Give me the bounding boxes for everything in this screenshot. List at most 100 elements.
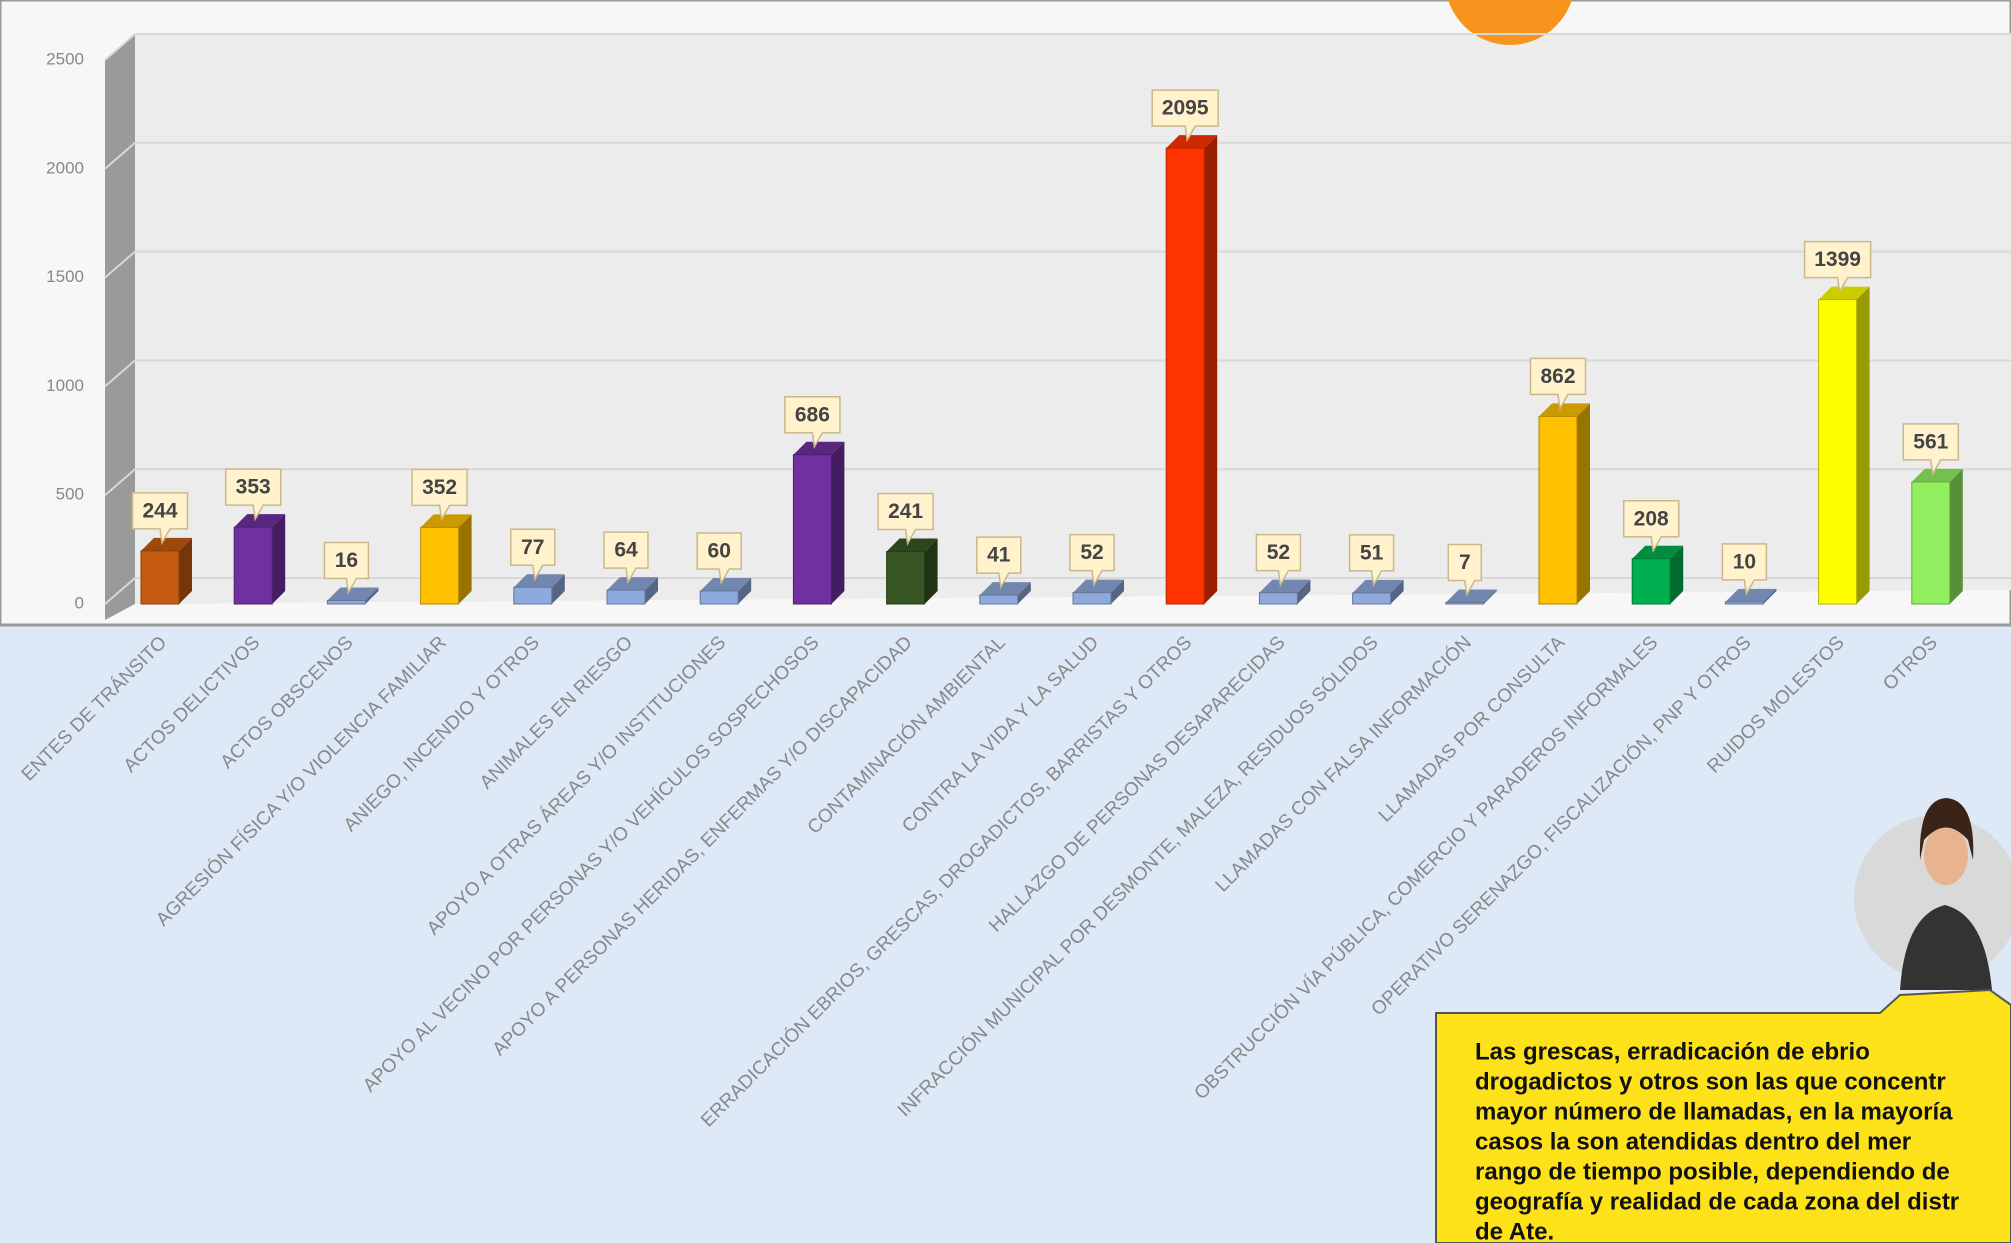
avatar-hair [1919,798,1974,860]
bar-top [1911,468,1963,482]
avatar-body [1900,905,1992,990]
note-line: rango de tiempo posible, dependiendo de [1475,1158,1950,1185]
bar-top [1259,579,1311,593]
bar-side [1297,579,1311,604]
value-label: 244 [142,499,177,522]
value-label-box [1348,534,1395,588]
bar-top [234,514,286,528]
bar [513,586,553,605]
x-tick-label: APOYO AL VECINO POR PERSONAS Y/O VEHÍCUL… [359,632,823,1096]
value-label: 10 [1733,550,1756,573]
bar-side [458,514,472,604]
note-box [1435,988,2011,1243]
x-tick-label: LLAMADAS POR CONSULTA [1375,632,1570,827]
bar-group [1631,545,1684,605]
grid-line [104,141,2011,170]
bar-side [831,441,845,604]
grid-line [104,359,2011,388]
value-label: 41 [987,544,1011,567]
bar-group [1911,468,1963,605]
avatar-face [1924,825,1968,885]
value-label: 52 [1080,541,1103,564]
bar-side [924,538,938,604]
bar-top [886,538,938,552]
value-label-box [1622,499,1680,554]
bar [606,589,646,605]
value-label: 561 [1913,430,1948,453]
bar-side [1111,579,1124,604]
bar-group [1445,589,1497,605]
y-tick-label: 0 [75,593,84,612]
bar [1538,415,1578,605]
bar [1352,592,1392,605]
value-label-box [1803,240,1872,294]
bar-side [1856,286,1870,604]
value-label-box [1721,543,1768,597]
y-tick-label: 1500 [46,267,84,286]
grid-line [104,577,2011,605]
bar [233,526,273,605]
value-label-box [1255,533,1302,587]
value-label: 2095 [1162,97,1209,120]
bar-group [699,577,752,605]
bar-group [1538,403,1590,605]
bar-top [793,441,845,455]
note-text: Las grescas, erradicación de ebrio drogad… [1475,1038,1959,1243]
bar-side [738,577,752,604]
bar [886,551,926,605]
bar [1818,299,1858,605]
value-label: 686 [795,403,830,426]
bar-side [179,537,192,604]
value-label-box [976,536,1022,590]
bar [1631,558,1671,605]
bar-group [326,587,379,605]
bar-top [607,577,658,591]
value-label: 52 [1267,541,1290,564]
bar-group [1165,135,1218,605]
value-label-box [603,531,649,585]
value-label: 862 [1540,365,1575,388]
bar-side [1204,135,1218,605]
x-tick-label: APOYO A PERSONAS HERIDAS, ENFERMAS Y/O D… [489,632,917,1060]
bar-side [365,587,379,604]
value-label-box [877,492,934,546]
bar [1072,592,1112,605]
value-label: 208 [1634,507,1669,530]
x-tick-label: CONTAMINACIÓN AMBIENTAL [803,632,1010,839]
bar-side [1763,588,1777,604]
grid-line [104,33,2011,61]
bar-side [1017,582,1031,604]
bar-side [1577,403,1590,604]
bar-top [1073,579,1124,593]
bar [1911,481,1951,605]
value-label-box [323,541,370,595]
grid-line [104,250,2011,279]
bar-group [1818,286,1870,605]
value-label-box [224,468,282,522]
bar-group [233,514,286,605]
bar [699,590,739,605]
bar-side [272,514,286,604]
bar [140,550,180,605]
y-tick-label: 500 [56,485,84,504]
side-wall [105,34,135,620]
bar-top [979,582,1031,596]
value-label-box [1902,423,1960,477]
bar-group [1258,579,1311,605]
bar-top [1818,286,1870,300]
bar-side [1390,579,1404,604]
plot-wall [135,34,2011,604]
bar-top [1166,135,1218,149]
value-label: 51 [1360,541,1384,564]
bar [420,526,460,605]
value-label: 16 [335,549,358,572]
bar-top [327,587,379,601]
bar-top [1352,579,1404,593]
note-line: casos la son atendidas dentro del mer [1475,1128,1911,1155]
value-label: 64 [614,539,638,562]
bar-top [420,514,472,528]
value-label-box [784,395,841,449]
value-label-box [131,492,189,546]
